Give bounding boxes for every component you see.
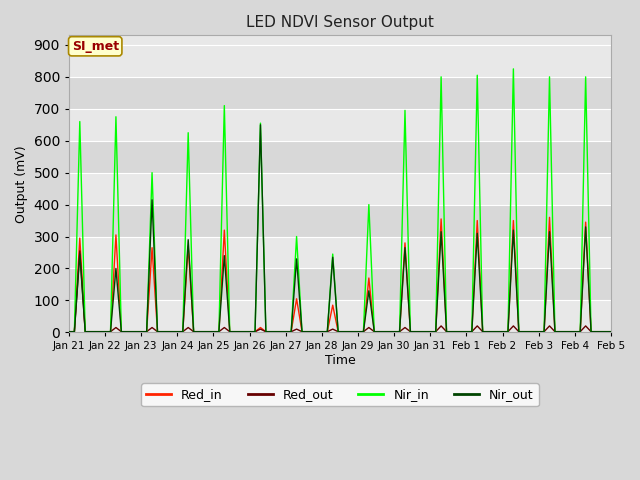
Nir_in bbox=[607, 329, 615, 335]
Red_in bbox=[343, 329, 351, 335]
Nir_out bbox=[112, 265, 120, 271]
Line: Nir_out: Nir_out bbox=[69, 125, 611, 332]
Legend: Red_in, Red_out, Nir_in, Nir_out: Red_in, Red_out, Nir_in, Nir_out bbox=[141, 383, 539, 406]
Bar bbox=[69, 204, 611, 237]
Bar bbox=[69, 237, 611, 268]
Line: Nir_in: Nir_in bbox=[69, 69, 611, 332]
Nir_in bbox=[509, 66, 517, 72]
Bar bbox=[69, 109, 611, 141]
Red_out bbox=[65, 329, 73, 335]
Text: SI_met: SI_met bbox=[72, 40, 119, 53]
Bar bbox=[69, 45, 611, 77]
Red_out bbox=[257, 326, 264, 332]
Red_in bbox=[112, 232, 120, 238]
X-axis label: Time: Time bbox=[324, 354, 355, 367]
Red_out bbox=[76, 248, 84, 254]
Bar bbox=[69, 77, 611, 109]
Red_in bbox=[546, 215, 554, 220]
Y-axis label: Output (mV): Output (mV) bbox=[15, 145, 28, 223]
Nir_in bbox=[343, 329, 351, 335]
Red_in bbox=[251, 329, 259, 335]
Nir_in bbox=[499, 329, 506, 335]
Nir_in bbox=[112, 114, 120, 120]
Nir_out bbox=[257, 122, 264, 128]
Line: Red_in: Red_in bbox=[69, 217, 611, 332]
Nir_out bbox=[354, 329, 362, 335]
Red_in bbox=[406, 329, 414, 335]
Nir_in bbox=[251, 329, 259, 335]
Nir_out bbox=[432, 329, 440, 335]
Nir_in bbox=[65, 329, 73, 335]
Bar bbox=[69, 268, 611, 300]
Bar bbox=[69, 173, 611, 204]
Nir_in bbox=[426, 329, 434, 335]
Nir_out bbox=[607, 329, 615, 335]
Bar bbox=[69, 300, 611, 332]
Title: LED NDVI Sensor Output: LED NDVI Sensor Output bbox=[246, 15, 434, 30]
Red_in bbox=[426, 329, 434, 335]
Nir_out bbox=[251, 329, 259, 335]
Red_out bbox=[432, 329, 440, 335]
Nir_out bbox=[504, 329, 512, 335]
Line: Red_out: Red_out bbox=[69, 251, 611, 332]
Bar bbox=[69, 141, 611, 173]
Nir_in bbox=[406, 329, 414, 335]
Nir_out bbox=[415, 329, 423, 335]
Red_out bbox=[504, 329, 512, 335]
Red_out bbox=[415, 329, 423, 335]
Red_in bbox=[499, 329, 506, 335]
Nir_out bbox=[65, 329, 73, 335]
Red_out bbox=[118, 329, 125, 335]
Red_out bbox=[607, 329, 615, 335]
Red_in bbox=[607, 329, 615, 335]
Red_in bbox=[65, 329, 73, 335]
Red_out bbox=[354, 329, 362, 335]
